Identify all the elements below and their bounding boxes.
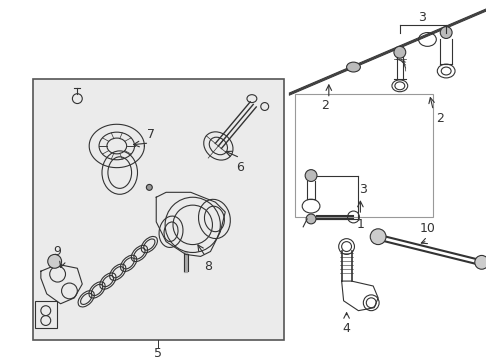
Bar	[33, 79, 284, 340]
Bar	[295, 94, 432, 217]
Ellipse shape	[48, 255, 61, 268]
Text: 9: 9	[54, 245, 61, 258]
Bar	[35, 301, 57, 328]
Ellipse shape	[393, 46, 405, 58]
Text: 3: 3	[359, 183, 366, 196]
Text: 6: 6	[236, 161, 244, 174]
Ellipse shape	[369, 229, 385, 244]
Ellipse shape	[346, 62, 360, 72]
Ellipse shape	[439, 27, 451, 39]
Text: 1: 1	[356, 219, 364, 231]
Text: 2: 2	[320, 99, 328, 112]
Text: 2: 2	[435, 112, 443, 125]
Ellipse shape	[474, 256, 488, 269]
Ellipse shape	[146, 184, 152, 190]
Text: 10: 10	[419, 222, 434, 235]
Text: 3: 3	[418, 11, 426, 24]
Text: 5: 5	[154, 347, 162, 360]
Ellipse shape	[305, 170, 316, 181]
Text: 8: 8	[204, 260, 212, 273]
Text: 4: 4	[342, 322, 350, 335]
Text: 7: 7	[147, 128, 155, 141]
Ellipse shape	[305, 214, 315, 224]
